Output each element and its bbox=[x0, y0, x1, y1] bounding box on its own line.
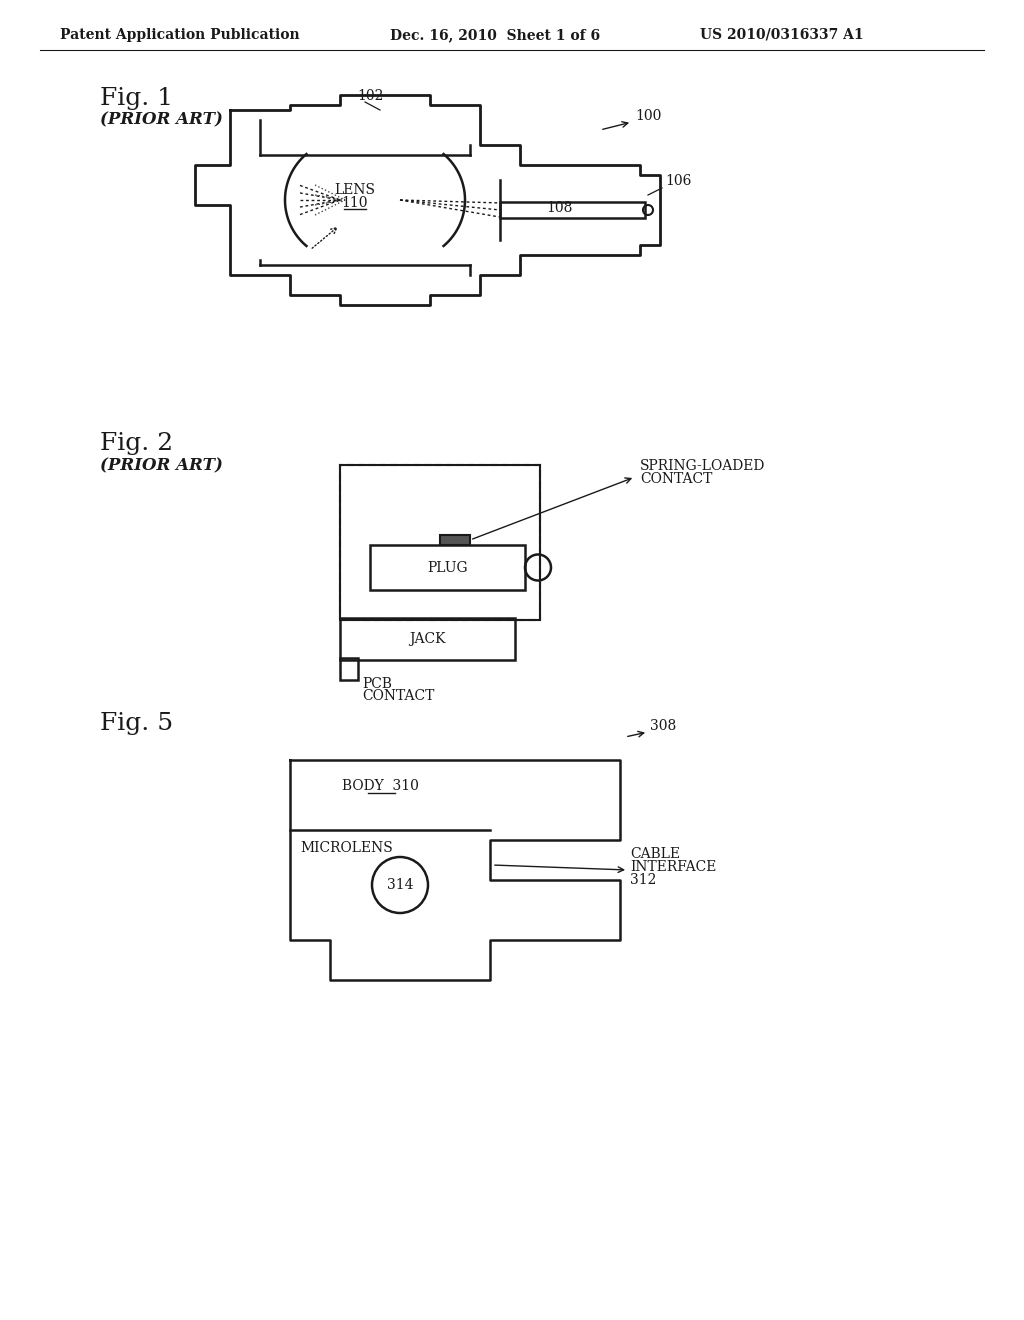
Text: 312: 312 bbox=[630, 873, 656, 887]
Text: Fig. 2: Fig. 2 bbox=[100, 432, 173, 455]
Bar bbox=[440, 535, 470, 545]
Text: (PRIOR ART): (PRIOR ART) bbox=[100, 457, 223, 474]
Text: 314: 314 bbox=[387, 878, 414, 892]
Text: 100: 100 bbox=[635, 110, 662, 123]
Text: 110: 110 bbox=[342, 195, 369, 210]
Text: CONTACT: CONTACT bbox=[640, 473, 713, 486]
Text: US 2010/0316337 A1: US 2010/0316337 A1 bbox=[700, 28, 863, 42]
Text: MICROLENS: MICROLENS bbox=[300, 841, 393, 855]
Text: CONTACT: CONTACT bbox=[362, 689, 434, 704]
Text: INTERFACE: INTERFACE bbox=[630, 861, 717, 874]
Text: PLUG: PLUG bbox=[427, 561, 468, 574]
Text: Patent Application Publication: Patent Application Publication bbox=[60, 28, 300, 42]
Bar bbox=[340, 657, 358, 680]
Text: BODY  310: BODY 310 bbox=[342, 779, 419, 793]
Text: (PRIOR ART): (PRIOR ART) bbox=[100, 111, 223, 128]
Text: 308: 308 bbox=[650, 719, 676, 733]
Text: 102: 102 bbox=[357, 88, 383, 103]
Bar bbox=[370, 545, 525, 590]
Text: CABLE: CABLE bbox=[630, 847, 680, 861]
Bar bbox=[340, 465, 540, 620]
Text: PCB: PCB bbox=[362, 677, 392, 690]
Bar bbox=[340, 465, 540, 620]
Text: 108: 108 bbox=[547, 201, 573, 215]
Bar bbox=[340, 618, 515, 660]
Text: LENS: LENS bbox=[335, 183, 376, 197]
Text: JACK: JACK bbox=[410, 632, 445, 645]
Text: Fig. 5: Fig. 5 bbox=[100, 711, 173, 735]
Text: SPRING-LOADED: SPRING-LOADED bbox=[640, 459, 765, 473]
Bar bbox=[500, 202, 645, 218]
Text: Fig. 1: Fig. 1 bbox=[100, 87, 173, 110]
Text: Dec. 16, 2010  Sheet 1 of 6: Dec. 16, 2010 Sheet 1 of 6 bbox=[390, 28, 600, 42]
Text: 106: 106 bbox=[665, 174, 691, 187]
